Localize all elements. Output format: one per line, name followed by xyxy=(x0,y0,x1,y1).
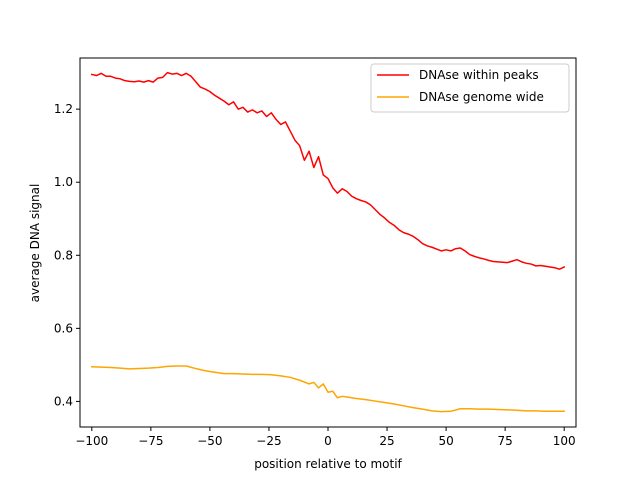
x-tick-label: 75 xyxy=(498,434,513,448)
x-tick-label: 0 xyxy=(324,434,332,448)
legend-label-0: DNAse within peaks xyxy=(419,68,539,82)
y-tick-label: 0.8 xyxy=(54,248,73,262)
x-tick-label: 50 xyxy=(438,434,453,448)
y-tick-label: 0.4 xyxy=(54,394,73,408)
y-tick-label: 1.0 xyxy=(54,175,73,189)
x-axis-ticks: −100 −75 −50 −25 0 25 50 75 100 xyxy=(75,427,576,448)
y-tick-label: 1.2 xyxy=(54,102,73,116)
x-tick-label: 25 xyxy=(379,434,394,448)
y-tick-label: 0.6 xyxy=(54,321,73,335)
series-line-0 xyxy=(90,71,566,270)
x-axis-label: position relative to motif xyxy=(254,457,402,471)
y-axis-ticks: 0.4 0.6 0.8 1.0 1.2 xyxy=(54,102,80,408)
legend-label-1: DNAse genome wide xyxy=(419,90,544,104)
legend: DNAse within peaks DNAse genome wide xyxy=(370,63,570,113)
x-tick-label: 100 xyxy=(553,434,576,448)
x-tick-label: −50 xyxy=(197,434,222,448)
series-layer xyxy=(90,71,566,413)
y-axis-label: average DNA signal xyxy=(28,184,42,303)
x-tick-label: −75 xyxy=(138,434,163,448)
x-tick-label: −100 xyxy=(75,434,108,448)
series-line-1 xyxy=(91,365,565,413)
x-tick-label: −25 xyxy=(256,434,281,448)
legend-box xyxy=(370,63,570,113)
